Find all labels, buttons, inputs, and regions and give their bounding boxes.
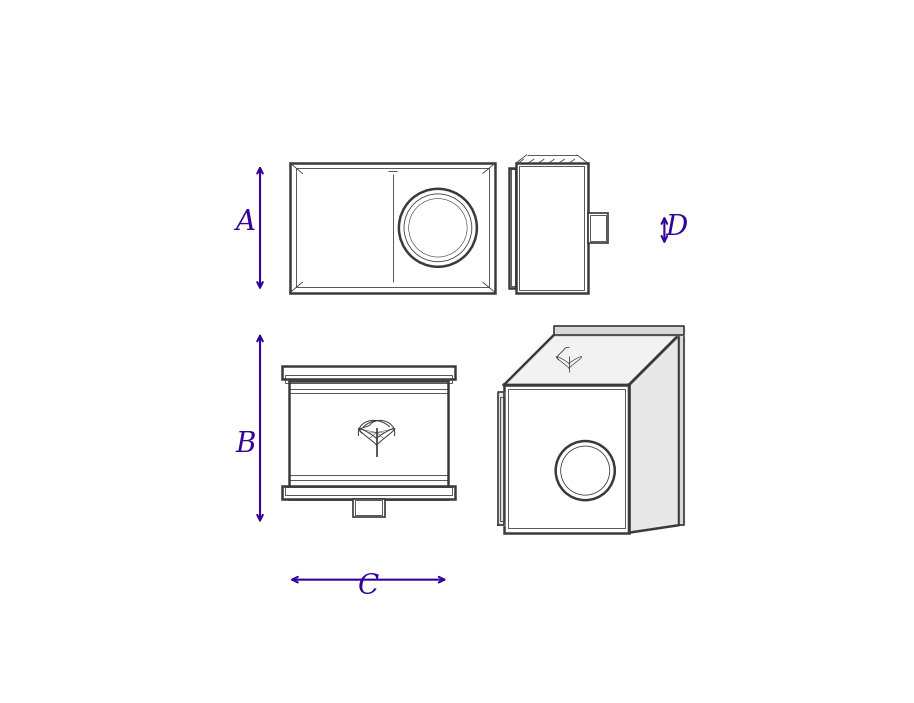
Text: C: C (357, 573, 379, 600)
Bar (519, 166, 584, 290)
Bar (516, 163, 588, 292)
Bar (588, 213, 608, 243)
Text: A: A (236, 209, 255, 236)
Bar (285, 375, 452, 382)
Bar (501, 396, 504, 521)
Bar (282, 486, 455, 499)
Bar (511, 169, 515, 286)
Bar (356, 501, 382, 515)
Polygon shape (504, 335, 679, 385)
Bar (590, 215, 606, 240)
Polygon shape (498, 392, 504, 525)
Polygon shape (554, 325, 684, 335)
Text: D: D (665, 214, 688, 241)
Polygon shape (679, 335, 684, 525)
Bar (508, 389, 624, 529)
Bar (504, 385, 629, 533)
Bar (296, 168, 489, 288)
Polygon shape (629, 335, 679, 533)
Bar (289, 381, 449, 499)
Bar (285, 487, 452, 495)
Bar (353, 499, 385, 517)
Text: B: B (235, 431, 256, 458)
Bar (509, 168, 516, 288)
Bar (290, 163, 495, 292)
Bar (282, 366, 455, 380)
